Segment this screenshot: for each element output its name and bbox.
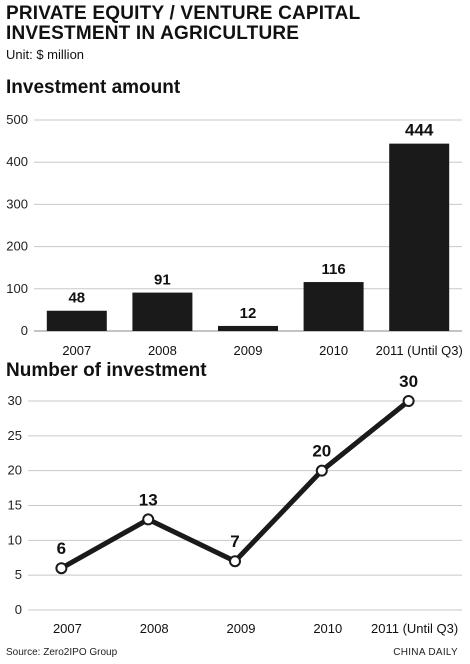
x-tick-label: 2009 [227, 621, 256, 636]
data-label: 30 [399, 372, 418, 391]
data-label: 91 [154, 272, 171, 289]
x-tick-label: 2010 [313, 621, 342, 636]
y-tick-label: 0 [15, 602, 22, 617]
bar-chart: 0 100 200 300 400 500 48 2007 91 2008 12 2009 116 201… [6, 112, 463, 358]
bar [303, 282, 364, 331]
bar [132, 292, 193, 331]
bar [389, 143, 450, 331]
data-point [315, 464, 328, 477]
bar [218, 325, 278, 331]
x-tick-label: 2007 [62, 343, 91, 358]
y-tick-label: 100 [6, 281, 28, 296]
line-chart-title: Number of investment [6, 360, 207, 381]
y-tick-label: 20 [8, 463, 22, 478]
y-tick-label: 15 [8, 498, 22, 513]
source-note: Source: Zero2IPO Group [6, 647, 118, 658]
chart-title: PRIVATE EQUITY / VENTURE CAPITAL INVESTM… [6, 4, 466, 44]
y-tick-label: 25 [8, 428, 22, 443]
data-label: 444 [405, 121, 434, 140]
x-tick-label: 2011 (Until Q3) [376, 343, 463, 358]
bar-chart-title: Investment amount [6, 77, 181, 98]
data-point [402, 395, 415, 407]
data-point [55, 562, 68, 575]
data-label: 116 [321, 261, 345, 278]
chart-title-line-1: PRIVATE EQUITY / VENTURE CAPITAL [6, 3, 361, 24]
y-tick-label: 500 [6, 112, 28, 127]
y-tick-label: 200 [6, 239, 28, 254]
y-tick-label: 400 [6, 154, 28, 169]
credit-label: CHINA DAILY [393, 647, 458, 658]
data-label: 7 [230, 532, 239, 551]
y-tick-label: 300 [6, 196, 28, 211]
y-tick-label: 5 [15, 567, 22, 582]
x-tick-label: 2011 (Until Q3) [371, 621, 458, 636]
y-tick-label: 30 [8, 393, 22, 408]
data-point [142, 513, 155, 526]
data-point [229, 555, 241, 568]
y-tick-label: 10 [8, 532, 22, 547]
unit-label: Unit: $ million [6, 47, 85, 62]
bar [46, 310, 107, 331]
y-tick-label: 0 [21, 323, 28, 338]
x-tick-label: 2007 [53, 621, 82, 636]
x-tick-label: 2008 [140, 621, 169, 636]
x-tick-label: 2010 [319, 343, 348, 358]
data-label: 48 [68, 290, 85, 307]
data-label: 20 [312, 442, 331, 461]
chart-title-line-2: INVESTMENT IN AGRICULTURE [6, 23, 300, 44]
data-label: 6 [57, 539, 66, 558]
x-tick-label: 2008 [148, 343, 177, 358]
x-tick-label: 2009 [234, 343, 263, 358]
data-label: 12 [240, 305, 257, 322]
data-label: 13 [139, 490, 158, 509]
